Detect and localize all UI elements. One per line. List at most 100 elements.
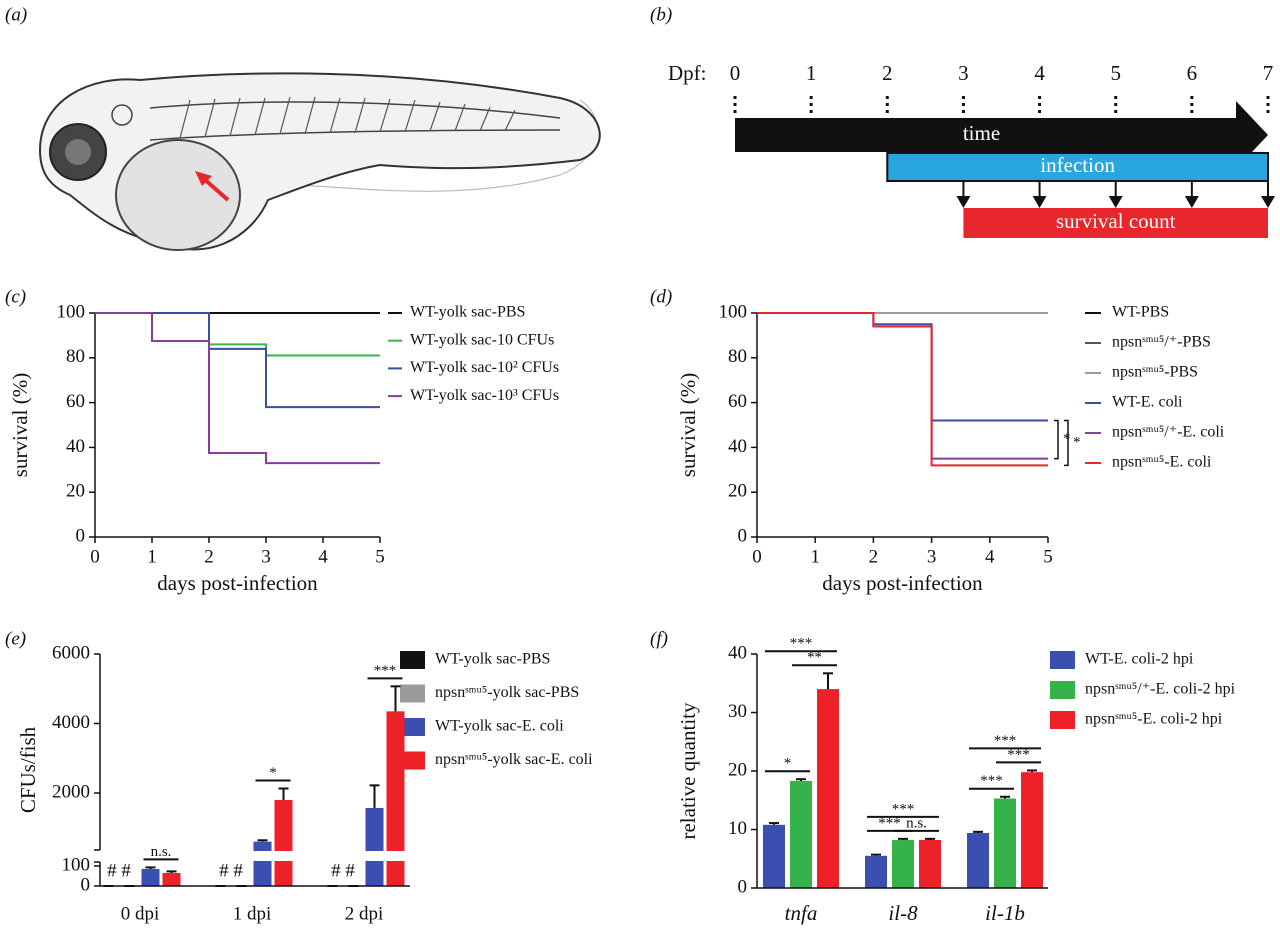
legend-swatch <box>400 651 425 669</box>
survival-line <box>95 312 380 465</box>
timeline-tick-label: 2 <box>882 61 893 85</box>
y-tick-label: 60 <box>728 391 747 412</box>
survival-line <box>757 312 1048 422</box>
significance-label: * <box>269 765 277 781</box>
annotation: # # <box>107 860 131 881</box>
significance-label: * <box>784 756 792 772</box>
timeline-tick-label: 3 <box>958 61 969 85</box>
count-arrow-head <box>1184 196 1199 208</box>
legend-label: npsnˢᵐᵘ⁵/⁺-E. coli <box>1112 424 1225 441</box>
legend-swatch <box>400 684 425 703</box>
timeline-bar-label: time <box>963 121 1000 145</box>
legend-label: npsnˢᵐᵘ⁵/⁺-E. coli-2 hpi <box>1085 681 1236 698</box>
notochord <box>149 101 561 119</box>
legend-label: WT-yolk sac-PBS <box>435 651 550 668</box>
panel-label: (e) <box>5 628 26 649</box>
arrow <box>201 176 230 202</box>
count-arrow-head <box>1261 196 1275 208</box>
x-tick-label: 0 <box>752 546 762 567</box>
y-tick-label: 0 <box>738 525 748 546</box>
timeline-label: Dpf: <box>668 61 707 85</box>
y-axis-label: survival (%) <box>676 373 700 477</box>
bar <box>253 841 272 886</box>
y-tick-label: 0 <box>81 874 91 895</box>
x-tick-label: 5 <box>1043 546 1053 567</box>
panel-label: (f) <box>650 628 668 649</box>
y-tick-label: 100 <box>57 301 86 322</box>
y-tick-label: 0 <box>738 876 748 897</box>
significance-label: *** <box>892 801 915 817</box>
timeline-tick-label: 5 <box>1110 61 1121 85</box>
legend-label: npsnˢᵐᵘ⁵-PBS <box>1112 364 1198 381</box>
x-tick-label: 2 <box>204 546 214 567</box>
significance-label: *** <box>878 815 901 831</box>
y-tick-label: 2000 <box>52 781 90 802</box>
x-tick-label: 4 <box>318 546 328 567</box>
x-tick-label: 2 <box>869 546 879 567</box>
timeline-bar-label: survival count <box>1056 209 1176 233</box>
legend-swatch <box>400 718 425 736</box>
x-tick-label: 3 <box>927 546 937 567</box>
y-tick-label: 20 <box>66 481 85 502</box>
y-tick-label: 80 <box>728 346 747 367</box>
y-axis-label: relative quantity <box>676 702 700 840</box>
significance-bracket <box>1054 419 1059 460</box>
y-tick-label: 100 <box>62 854 91 875</box>
bar <box>919 840 941 888</box>
legend-label: npsnˢᵐᵘ⁵-E. coli-2 hpi <box>1085 711 1223 728</box>
significance-label: ** <box>807 650 822 666</box>
x-tick-label: 3 <box>261 546 271 567</box>
yolk-sac <box>115 139 241 251</box>
y-tick-label: 40 <box>66 436 85 457</box>
legend-label: WT-yolk sac-E. coli <box>435 718 564 735</box>
bar <box>790 780 812 888</box>
annotation: # # <box>219 860 243 881</box>
timeline-tick-label: 0 <box>730 61 741 85</box>
y-axis-label: survival (%) <box>8 373 32 477</box>
y-tick-label: 40 <box>728 642 747 663</box>
lens <box>65 139 91 165</box>
bar <box>763 824 785 888</box>
x-tick-label: tnfa <box>785 901 818 925</box>
significance-label: *** <box>994 733 1017 749</box>
bar <box>141 869 160 886</box>
x-axis-label: days post-infection <box>157 571 318 595</box>
x-tick-label: 0 dpi <box>121 903 160 924</box>
legend-label: npsnˢᵐᵘ⁵-E. coli <box>1112 454 1212 471</box>
arrow-head <box>195 171 212 186</box>
y-tick-label: 20 <box>728 481 747 502</box>
legend-label: WT-PBS <box>1112 304 1169 321</box>
x-tick-label: 0 <box>90 546 100 567</box>
x-tick-label: 4 <box>985 546 995 567</box>
count-arrow-head <box>1108 196 1123 208</box>
survival-line <box>757 312 1048 467</box>
significance-label: n.s. <box>906 815 927 831</box>
legend-swatch <box>400 751 425 770</box>
legend-label: WT-yolk sac-10² CFUs <box>410 359 559 376</box>
significance-label: *** <box>790 636 813 652</box>
y-tick-label: 4000 <box>52 712 90 733</box>
significance-label: * <box>1073 434 1081 450</box>
legend-label: npsnˢᵐᵘ⁵/⁺-PBS <box>1112 334 1211 351</box>
annotation: # # <box>331 860 355 881</box>
timeline-tick-label: 4 <box>1034 61 1045 85</box>
count-arrow-head <box>956 196 971 208</box>
count-arrow-head <box>1032 196 1047 208</box>
y-tick-label: 0 <box>76 525 86 546</box>
x-tick-label: il-1b <box>985 901 1025 925</box>
legend-label: WT-yolk sac-PBS <box>410 304 525 321</box>
panel-label: (c) <box>5 286 26 307</box>
timeline-tick-label: 7 <box>1263 61 1274 85</box>
x-tick-label: 1 <box>810 546 820 567</box>
timeline-bar <box>886 152 1269 182</box>
bar <box>817 689 839 888</box>
y-tick-label: 40 <box>728 436 747 457</box>
bar <box>162 873 181 886</box>
x-axis-label: days post-infection <box>822 571 983 595</box>
x-tick-label: 2 dpi <box>345 903 384 924</box>
legend-label: WT-yolk sac-10³ CFUs <box>410 387 559 404</box>
y-tick-label: 60 <box>66 391 85 412</box>
y-tick-label: 30 <box>728 701 747 722</box>
somites <box>179 96 516 139</box>
legend-label: WT-yolk sac-10 CFUs <box>410 331 554 348</box>
